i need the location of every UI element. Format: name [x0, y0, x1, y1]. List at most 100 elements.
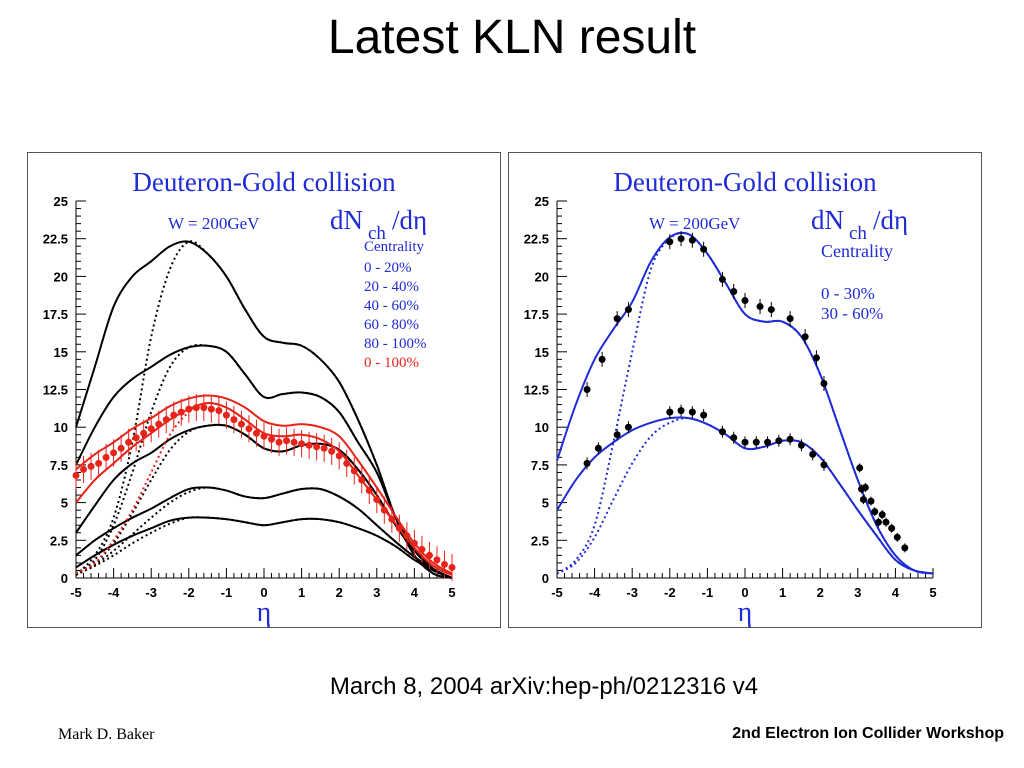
- data-point: [741, 297, 749, 305]
- legend-title: Centrality: [364, 239, 424, 255]
- y-tick-label: 25: [535, 194, 549, 209]
- y-tick-label: 10: [54, 420, 68, 435]
- y-tick-label: 17.5: [524, 307, 549, 322]
- x-tick-label: 2: [336, 585, 343, 600]
- data-point: [177, 408, 185, 416]
- data-point: [320, 444, 328, 452]
- x-tick-label: 5: [929, 585, 936, 600]
- chart-panel-right: Deuteron-Gold collision W = 200GeV dN ch/dη…: [508, 152, 982, 628]
- data-point: [425, 551, 433, 559]
- chart-panel-left: Deuteron-Gold collision W = 200GeV dN ch/dη…: [27, 152, 501, 628]
- data-point: [775, 437, 783, 445]
- data-point: [102, 453, 110, 461]
- data-point: [718, 275, 726, 283]
- series-line-7: [75, 423, 453, 579]
- y-tick-label: 0: [542, 571, 549, 586]
- data-point: [583, 386, 591, 393]
- y-tick-label: 7.5: [50, 458, 68, 473]
- data-point: [365, 487, 373, 495]
- data-point: [797, 441, 805, 449]
- legend-item: 0 - 100%: [364, 355, 419, 371]
- data-point: [624, 423, 632, 431]
- data-point: [80, 465, 88, 473]
- data-point: [741, 438, 749, 446]
- y-tick-label: 5: [61, 496, 68, 511]
- data-point: [410, 539, 418, 547]
- y-tick-label: 15: [54, 345, 68, 360]
- data-point: [688, 408, 696, 416]
- data-point: [110, 449, 118, 457]
- data-point: [388, 515, 396, 523]
- data-point: [252, 429, 260, 437]
- series-line-9: [75, 516, 453, 579]
- y-tick-label: 20: [54, 269, 68, 284]
- y-tick-label: 10: [535, 420, 549, 435]
- data-point: [305, 441, 313, 449]
- x-tick-label: 3: [854, 585, 861, 600]
- energy-label: W = 200GeV: [649, 214, 741, 233]
- data-point: [583, 459, 591, 467]
- data-point: [730, 287, 738, 295]
- legend-item: 60 - 80%: [364, 317, 419, 333]
- data-point: [882, 518, 890, 526]
- data-point: [893, 533, 901, 541]
- chart-left-svg: Deuteron-Gold collision W = 200GeV dN ch/dη…: [43, 167, 456, 627]
- chart-title: Deuteron-Gold collision: [613, 167, 877, 197]
- data-point: [132, 434, 140, 442]
- data-point: [95, 459, 103, 467]
- data-point: [200, 404, 208, 412]
- data-point: [730, 434, 738, 442]
- legend-item: 30 - 60%: [821, 304, 883, 323]
- x-tick-label: -5: [70, 585, 82, 600]
- data-point: [328, 447, 336, 455]
- data-point: [358, 476, 366, 484]
- data-point: [764, 438, 772, 446]
- data-point: [718, 428, 726, 436]
- data-point: [871, 508, 879, 516]
- data-point: [874, 518, 882, 526]
- y-tick-label: 7.5: [531, 458, 549, 473]
- series-line-6: [75, 343, 453, 579]
- chart-right-svg: Deuteron-Gold collision W = 200GeV dN ch/dη…: [524, 167, 937, 627]
- data-point: [677, 235, 685, 243]
- data-point: [418, 545, 426, 553]
- legend-item: 20 - 40%: [364, 279, 419, 295]
- x-tick-label: 0: [741, 585, 748, 600]
- data-point: [598, 355, 606, 363]
- y-tick-label: 22.5: [524, 232, 549, 247]
- data-point: [380, 506, 388, 514]
- series-line-11: [75, 394, 453, 575]
- data-point: [260, 432, 268, 440]
- x-tick-label: -3: [626, 585, 638, 600]
- x-tick-label: -1: [702, 585, 714, 600]
- x-tick-label: 1: [779, 585, 786, 600]
- data-point: [298, 440, 306, 448]
- data-point: [700, 411, 708, 419]
- y-tick-label: 15: [535, 345, 549, 360]
- data-point: [313, 443, 321, 451]
- data-point: [756, 303, 764, 311]
- x-tick-label: 2: [817, 585, 824, 600]
- y-tick-label: 25: [54, 194, 68, 209]
- x-tick-label: 0: [260, 585, 267, 600]
- series-line-8: [75, 486, 453, 579]
- data-point: [275, 438, 283, 446]
- data-point: [812, 354, 820, 362]
- legend-item: 0 - 20%: [364, 260, 412, 276]
- yaxis-label-sub: ch: [368, 223, 386, 244]
- data-point: [335, 452, 343, 460]
- series-line-4: [75, 516, 453, 579]
- data-point: [245, 425, 253, 433]
- data-point: [170, 411, 178, 419]
- data-point: [767, 306, 775, 314]
- data-point: [373, 496, 381, 504]
- data-point: [786, 435, 794, 443]
- data-point: [162, 416, 170, 424]
- yaxis-label-tail: /dη: [873, 205, 908, 235]
- data-point: [677, 407, 685, 415]
- data-point: [283, 437, 291, 445]
- data-point: [613, 431, 621, 439]
- legend-item: 0 - 30%: [821, 284, 875, 303]
- data-point: [752, 438, 760, 446]
- y-tick-label: 12.5: [524, 383, 549, 398]
